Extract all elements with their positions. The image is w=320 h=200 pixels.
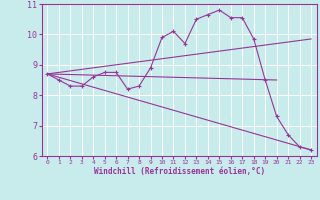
X-axis label: Windchill (Refroidissement éolien,°C): Windchill (Refroidissement éolien,°C) bbox=[94, 167, 265, 176]
